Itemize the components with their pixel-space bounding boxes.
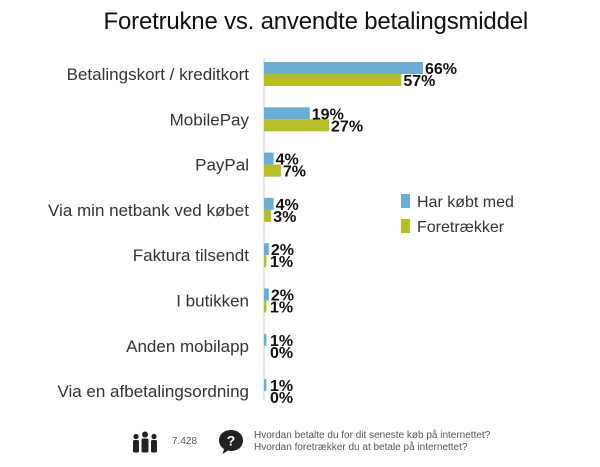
- data-label: 7%: [283, 164, 306, 181]
- data-label: 1%: [270, 333, 293, 350]
- respondent-count: 7.428: [172, 436, 198, 447]
- bar-foretraekker: [264, 74, 402, 86]
- data-label: 2%: [271, 288, 294, 305]
- category-label: PayPal: [195, 156, 249, 175]
- bar-foretraekker: [264, 255, 267, 268]
- category-label: Faktura tilsendt: [133, 246, 249, 265]
- legend-label: Har købt med: [417, 194, 514, 211]
- data-label: 4%: [276, 197, 299, 214]
- data-label: 0%: [270, 390, 293, 407]
- data-label: 27%: [331, 118, 363, 135]
- bar-foretraekker: [264, 119, 330, 132]
- question-line-2: Hvordan foretrækker du at betale på inte…: [254, 442, 468, 453]
- legend-label: Foretrækker: [417, 219, 505, 236]
- legend: Har købt med Foretrækker: [401, 194, 514, 236]
- data-label: 0%: [270, 345, 293, 362]
- category-label: Via en afbetalingsordning: [57, 382, 249, 401]
- question-bubble-icon: ?: [219, 430, 243, 454]
- question-line-1: Hvordan betalte du for dit seneste køb p…: [254, 430, 491, 441]
- bar-foretraekker: [264, 164, 281, 177]
- legend-swatch: [401, 219, 410, 233]
- bar-har-kobt-med: [264, 197, 274, 210]
- data-label: 1%: [270, 378, 293, 395]
- data-label: 1%: [270, 254, 293, 271]
- data-label: 2%: [271, 242, 294, 259]
- bar-foretraekker: [264, 300, 267, 313]
- category-label: I butikken: [176, 292, 249, 311]
- bar-har-kobt-med: [264, 152, 274, 165]
- category-label: Betalingskort / kreditkort: [67, 65, 250, 84]
- category-label: MobilePay: [170, 110, 250, 129]
- data-label: 19%: [312, 106, 344, 123]
- survey-question: Hvordan betalte du for dit seneste køb p…: [254, 430, 490, 454]
- data-label: 66%: [425, 61, 457, 78]
- people-icon: [133, 431, 157, 453]
- category-label: Anden mobilapp: [126, 337, 249, 356]
- legend-swatch: [401, 194, 410, 208]
- bar-har-kobt-med: [264, 333, 267, 346]
- data-label: 1%: [270, 300, 293, 317]
- bar-har-kobt-med: [264, 379, 267, 392]
- svg-text:?: ?: [227, 433, 236, 449]
- bar-har-kobt-med: [264, 107, 310, 120]
- data-label: 4%: [276, 152, 299, 169]
- bar-har-kobt-med: [264, 288, 269, 301]
- chart-title: Foretrukne vs. anvendte betalingsmiddel: [103, 8, 529, 35]
- bar-foretraekker: [264, 209, 272, 222]
- bar-har-kobt-med: [264, 243, 269, 256]
- category-label: Via min netbank ved købet: [48, 201, 249, 220]
- bar-har-kobt-med: [264, 62, 423, 74]
- data-label: 57%: [403, 73, 435, 90]
- data-label: 3%: [273, 209, 296, 226]
